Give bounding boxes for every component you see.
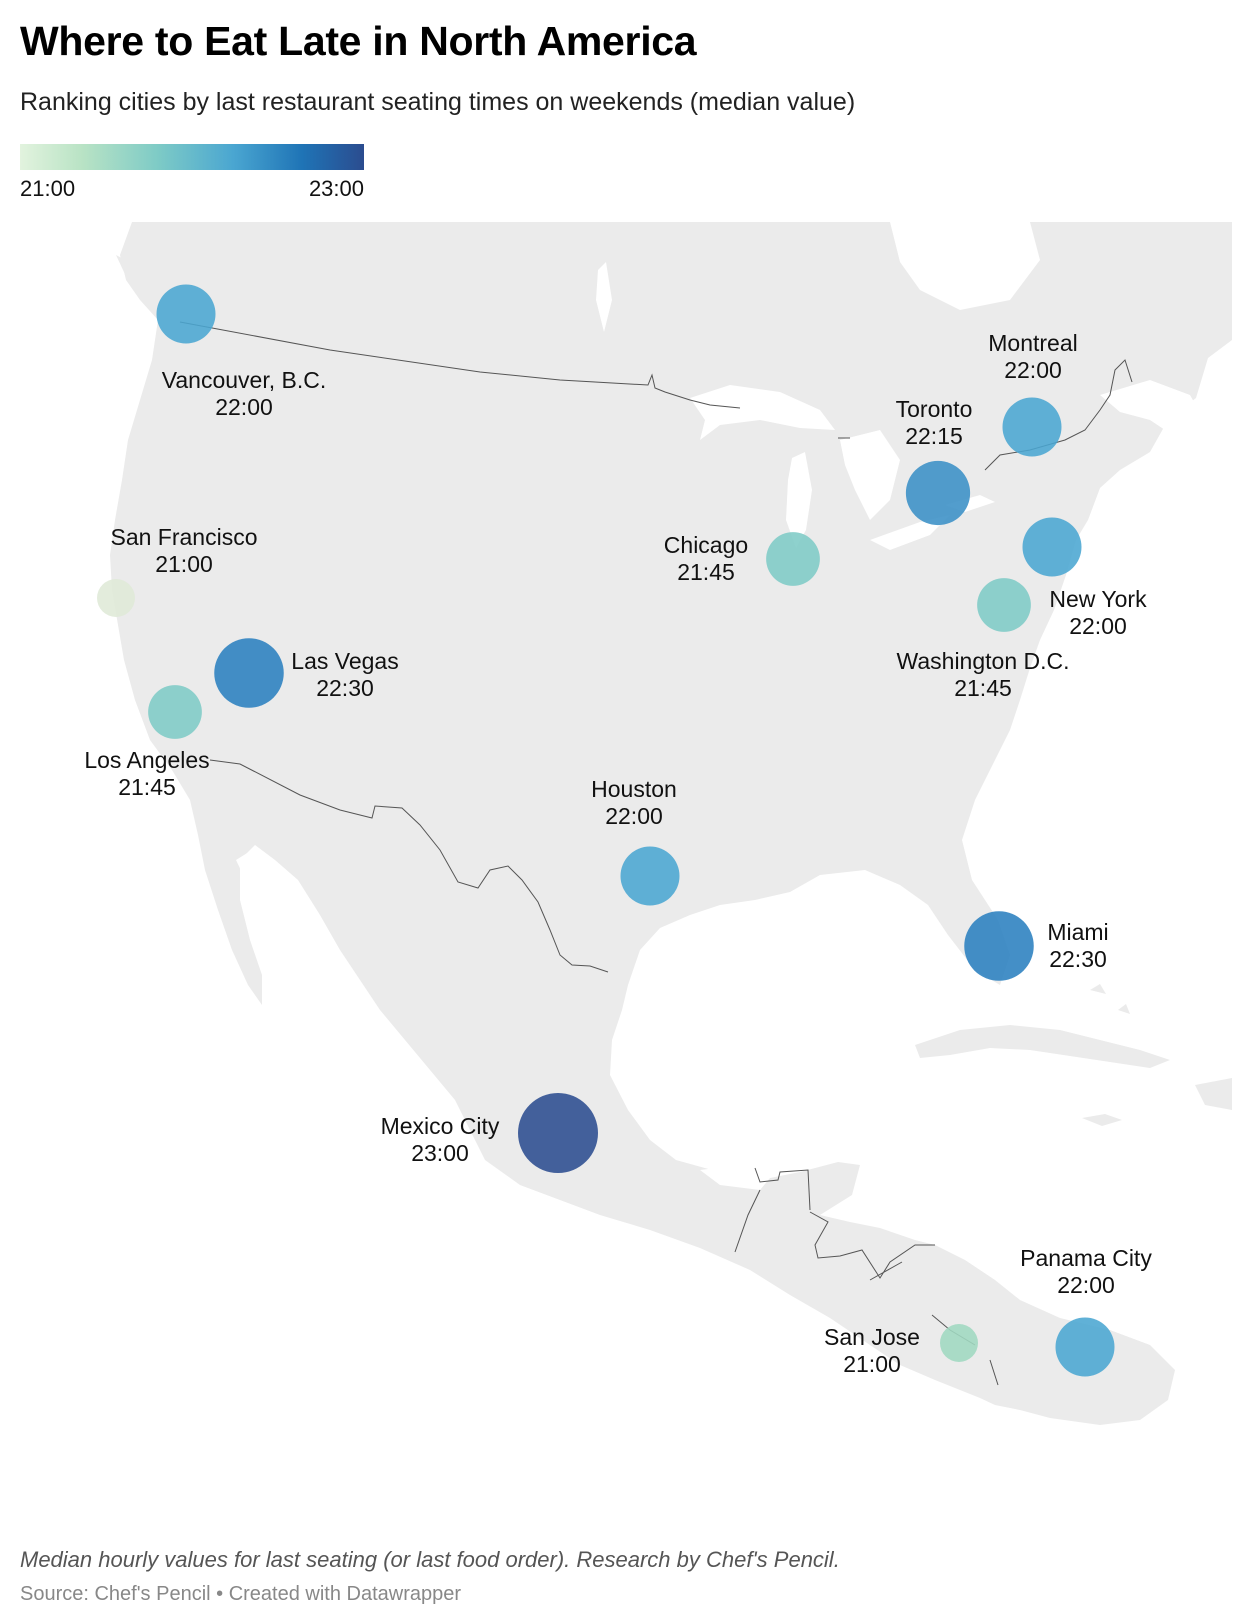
city-time-label-toronto: 22:15 [905, 423, 963, 449]
city-name-label-montreal: Montreal [988, 330, 1077, 356]
city-name-label-miami: Miami [1047, 919, 1108, 945]
land-layer [110, 222, 1232, 1425]
city-bubble-washington-d-c[interactable] [977, 578, 1031, 632]
city-name-label-los-angeles: Los Angeles [84, 747, 209, 773]
mainland-landmass [110, 222, 1232, 1425]
city-time-label-panama-city: 22:00 [1057, 1272, 1115, 1298]
city-bubble-panama-city[interactable] [1055, 1317, 1115, 1377]
border-layer [179, 321, 1133, 1386]
city-time-label-montreal: 22:00 [1004, 357, 1062, 383]
chart-title: Where to Eat Late in North America [20, 18, 697, 64]
city-name-label-houston: Houston [591, 776, 677, 802]
hispaniola-island [1195, 1078, 1232, 1110]
gulf-of-california [236, 850, 322, 990]
city-bubble-los-angeles[interactable] [148, 685, 202, 739]
north-america-map: Vancouver, B.C.22:00Montreal22:00Toronto… [84, 222, 1232, 1440]
city-name-label-panama-city: Panama City [1020, 1245, 1152, 1271]
city-bubble-new-york[interactable] [1022, 517, 1082, 577]
legend-max-label: 23:00 [308, 176, 364, 201]
footer-source: Source: Chef's Pencil • Created with Dat… [20, 1583, 462, 1605]
city-bubble-san-francisco[interactable] [97, 579, 135, 617]
legend-min-label: 21:00 [20, 176, 76, 201]
city-bubble-toronto[interactable] [905, 460, 971, 526]
city-time-label-miami: 22:30 [1049, 946, 1107, 972]
city-name-label-las-vegas: Las Vegas [291, 648, 398, 674]
central-america-borders [734, 1167, 999, 1386]
city-time-label-houston: 22:00 [605, 803, 663, 829]
northern-inlet [596, 262, 612, 332]
city-time-label-los-angeles: 21:45 [118, 774, 176, 800]
city-labels-layer: Vancouver, B.C.22:00Montreal22:00Toronto… [84, 330, 1152, 1377]
city-name-label-chicago: Chicago [664, 532, 748, 558]
city-name-label-vancouver-b-c: Vancouver, B.C. [162, 367, 327, 393]
city-time-label-new-york: 22:00 [1069, 613, 1127, 639]
city-name-label-toronto: Toronto [896, 396, 973, 422]
city-bubble-las-vegas[interactable] [214, 638, 284, 708]
pacific-cut [970, 1400, 1020, 1440]
color-legend: 21:00 23:00 [20, 144, 364, 201]
city-time-label-chicago: 21:45 [677, 559, 735, 585]
chart-subtitle: Ranking cities by last restaurant seatin… [20, 88, 856, 116]
city-name-label-san-francisco: San Francisco [110, 524, 257, 550]
footer-note: Median hourly values for last seating (o… [20, 1547, 840, 1572]
us-mexico-border [209, 759, 609, 973]
city-time-label-san-francisco: 21:00 [155, 551, 213, 577]
city-time-label-vancouver-b-c: 22:00 [215, 394, 273, 420]
city-time-label-las-vegas: 22:30 [316, 675, 374, 701]
city-bubble-mexico-city[interactable] [518, 1093, 598, 1173]
city-name-label-washington-d-c: Washington D.C. [897, 648, 1070, 674]
city-bubble-houston[interactable] [620, 846, 680, 906]
cuba-island [915, 1025, 1170, 1068]
lake-superior [690, 385, 835, 440]
lake-michigan [786, 452, 812, 548]
legend-gradient-bar [20, 144, 364, 170]
lake-huron [840, 430, 900, 520]
city-bubble-vancouver-b-c[interactable] [156, 284, 216, 344]
gulf-campeche [700, 1165, 770, 1190]
gulf-st-lawrence [1100, 380, 1210, 440]
city-bubbles-layer [97, 284, 1115, 1377]
city-bubble-montreal[interactable] [1002, 397, 1062, 457]
city-time-label-washington-d-c: 21:45 [954, 675, 1012, 701]
city-bubble-miami[interactable] [964, 911, 1034, 981]
jamaica-island [1082, 1114, 1122, 1126]
city-name-label-new-york: New York [1049, 586, 1147, 612]
hudson-bay [890, 222, 1040, 310]
city-name-label-mexico-city: Mexico City [381, 1113, 500, 1139]
city-bubble-san-jose[interactable] [940, 1324, 978, 1362]
water-layer [236, 222, 1210, 1440]
canada-us-border [179, 321, 1133, 471]
city-name-label-san-jose: San Jose [824, 1324, 920, 1350]
vancouver-island [116, 255, 160, 300]
bahamas-islands [1090, 984, 1130, 1014]
city-time-label-mexico-city: 23:00 [411, 1140, 469, 1166]
city-time-label-san-jose: 21:00 [843, 1351, 901, 1377]
city-bubble-chicago[interactable] [766, 532, 820, 586]
